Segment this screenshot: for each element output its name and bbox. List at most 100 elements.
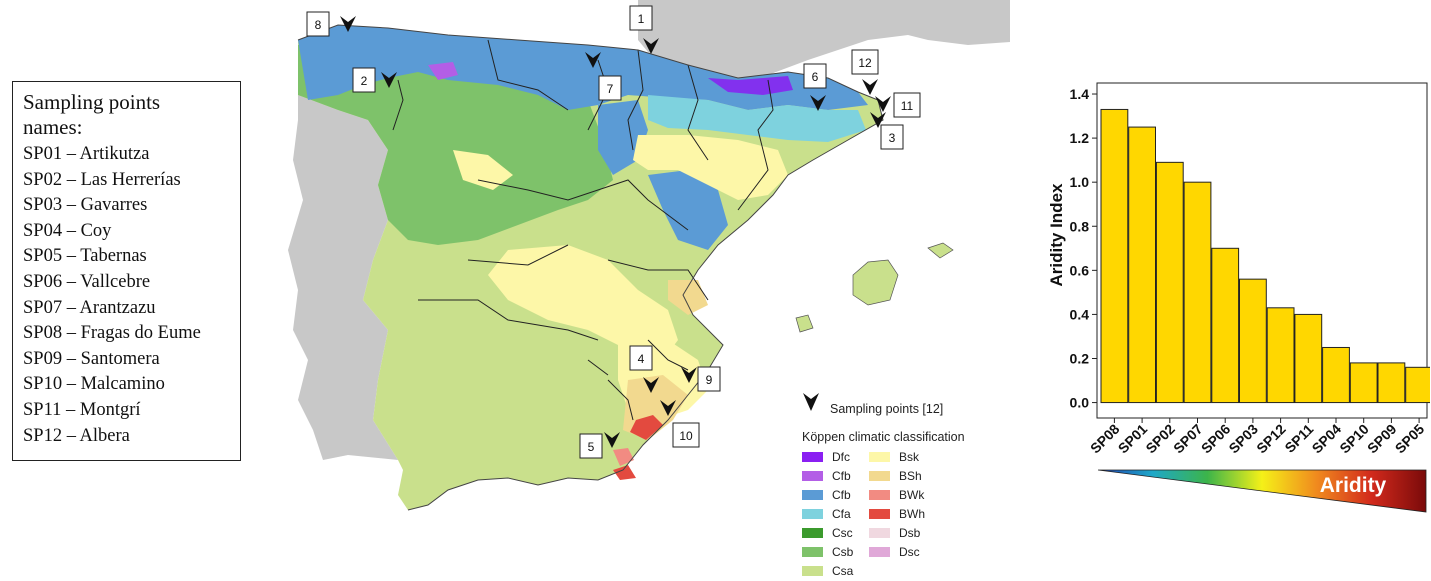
- map-legend: Sampling points [12] Köppen climatic cla…: [800, 388, 1020, 578]
- point-label-7: 7: [598, 75, 622, 101]
- legend-item: Csb: [802, 544, 853, 559]
- legend-swatch: [802, 489, 823, 500]
- bar-sp07: [1183, 181, 1212, 404]
- sampling-point-marker: [870, 112, 886, 128]
- legend-item-label: Cfb: [832, 468, 851, 483]
- cfa-zone: [648, 95, 866, 142]
- point-label-9: 9: [697, 366, 721, 392]
- sampling-point-marker: [681, 367, 697, 383]
- bsk-zone-center: [488, 245, 678, 360]
- legend-swatch: [869, 508, 890, 519]
- x-tick-label: SP10: [1336, 421, 1372, 457]
- names-list-item: SP12 – Albera: [23, 425, 130, 446]
- point-label-4-text: 4: [638, 352, 645, 366]
- bar-sp11: [1294, 313, 1323, 404]
- chart-plot-area: 0.0 0.2 0.4 0.6 0.8 1.0 1.2 1.4 SP08SP01SP02SP07…: [1070, 82, 1430, 457]
- point-label-8-text: 8: [315, 18, 322, 32]
- point-label-1-text: 1: [638, 12, 645, 26]
- sampling-point-marker: [381, 72, 397, 88]
- legend-swatch: [869, 546, 890, 557]
- x-tick-label: SP09: [1364, 421, 1400, 457]
- sampling-points-names-box: Sampling points names: SP01 – Artikutza …: [12, 81, 241, 461]
- legend-item-label: BWk: [899, 487, 925, 502]
- bwh-zone-almeria: [613, 465, 636, 480]
- x-tick-label: SP08: [1087, 421, 1123, 457]
- names-list-item: SP11 – Montgrí: [23, 399, 141, 420]
- legend-item-label: BWh: [899, 506, 926, 521]
- names-list-item: SP06 – Vallcebre: [23, 271, 151, 292]
- point-label-7-text: 7: [607, 82, 614, 96]
- point-label-10-text: 10: [679, 429, 693, 443]
- legend-item: Cfa: [802, 506, 851, 521]
- bsk-zone-west: [453, 150, 513, 190]
- bar-sp06: [1211, 247, 1240, 404]
- bwk-zone: [613, 448, 634, 466]
- menorca-island: [927, 242, 954, 259]
- names-list-item: SP01 – Artikutza: [23, 144, 150, 164]
- names-list-item: SP05 – Tabernas: [23, 246, 147, 267]
- point-label-8: 8: [306, 11, 330, 37]
- sampling-point-arrow-icon: [803, 393, 819, 411]
- legend-item: Dsc: [869, 544, 920, 559]
- point-label-boxes: 1 2 3 4 5 6 7 8 9 10 11 12: [306, 5, 921, 459]
- legend-item-label: Dsc: [899, 544, 920, 559]
- sampling-point-marker: [643, 38, 659, 54]
- sampling-point-marker: [585, 52, 601, 68]
- sampling-markers: [340, 16, 891, 448]
- point-label-4: 4: [629, 345, 653, 371]
- legend-item: BWk: [869, 487, 924, 502]
- chart-frame: [1096, 82, 1428, 419]
- legend-swatch: [869, 527, 890, 538]
- y-tick-label: 0.8: [1070, 218, 1090, 234]
- bar-sp04: [1322, 346, 1350, 404]
- ibiza-island: [795, 314, 814, 333]
- point-label-3: 3: [880, 124, 904, 150]
- x-tick-label: SP02: [1142, 421, 1178, 457]
- bar-sp10: [1349, 362, 1378, 404]
- sampling-point-marker: [862, 79, 878, 95]
- legend-swatch: [869, 470, 890, 481]
- legend-item-label: Csb: [832, 544, 854, 559]
- legend-item: Csc: [802, 525, 853, 540]
- point-label-2-text: 2: [361, 74, 368, 88]
- aridity-gradient-wedge: [1098, 469, 1427, 513]
- legend-swatch: [802, 451, 823, 462]
- chart-y-axis-label: Aridity Index: [1047, 183, 1066, 287]
- bar-sp01: [1128, 126, 1156, 404]
- mallorca-island: [852, 259, 899, 306]
- y-tick-label: 1.4: [1070, 86, 1090, 102]
- names-list: SP01 – Artikutza SP02 – Las Herrerías SP…: [23, 142, 230, 449]
- legend-item: Cfb: [802, 487, 851, 502]
- point-label-3-text: 3: [889, 131, 896, 145]
- x-tick-label: SP12: [1253, 421, 1289, 457]
- sampling-point-marker: [875, 96, 891, 112]
- names-list-item: SP09 – Santomera: [23, 348, 160, 369]
- dfc-zone-cantabria: [428, 62, 458, 80]
- legend-item: BWh: [869, 506, 925, 521]
- point-label-1: 1: [629, 5, 653, 31]
- cfb-zone-iberian: [648, 170, 728, 250]
- legend-swatch: [802, 527, 823, 538]
- aridity-gradient-scale: Aridity: [1098, 469, 1427, 513]
- x-tick-label: SP04: [1309, 421, 1345, 457]
- bar-sp03: [1239, 278, 1267, 404]
- legend-item-label: Cfb: [832, 487, 851, 502]
- names-box-title-line2: names:: [23, 115, 83, 139]
- bar-sp12: [1266, 307, 1295, 404]
- legend-swatch: [869, 451, 890, 462]
- dfc-zone-pyrenees: [708, 76, 793, 95]
- x-tick-label: SP11: [1281, 421, 1316, 456]
- names-list-item: SP07 – Arantzazu: [23, 297, 156, 318]
- legend-koppen-title: Köppen climatic classification: [802, 430, 965, 444]
- legend-item-label: Cfa: [832, 506, 851, 521]
- x-tick-label: SP06: [1198, 421, 1234, 457]
- point-label-2: 2: [352, 67, 376, 93]
- names-list-item: SP02 – Las Herrerías: [23, 169, 181, 190]
- point-label-11: 11: [893, 92, 921, 118]
- portugal-region: [288, 95, 398, 460]
- names-list-item: SP08 – Fragas do Eume: [23, 323, 201, 344]
- y-tick-label: 0.4: [1070, 306, 1090, 322]
- point-label-11-text: 11: [901, 99, 914, 113]
- point-label-9-text: 9: [706, 373, 713, 387]
- iberia-koppen-map: 1 2 3 4 5 6 7 8 9 10 11 12: [288, 0, 1010, 511]
